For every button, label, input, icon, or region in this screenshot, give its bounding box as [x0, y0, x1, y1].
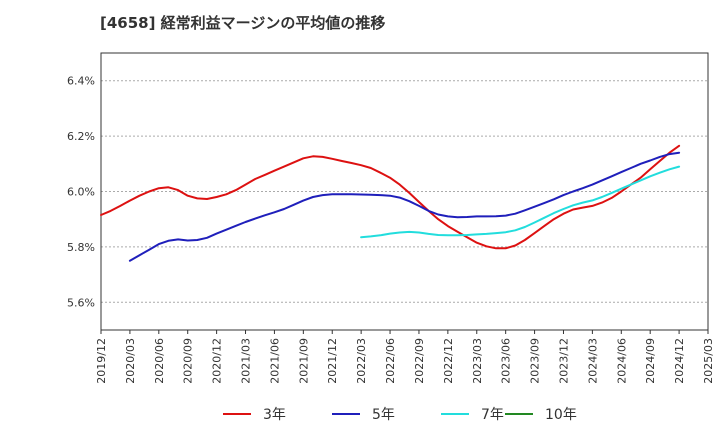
x-tick-label: 2021/09: [297, 338, 310, 384]
x-tick-label: 2024/12: [673, 338, 686, 384]
x-tick-label: 2022/12: [442, 338, 455, 384]
legend: 3年 5年 7年 10年: [223, 407, 577, 423]
x-tick-label: 2020/12: [211, 338, 224, 384]
legend-label: 10年: [545, 407, 577, 423]
y-tick-label: 6.2%: [67, 130, 95, 143]
series-line: [360, 165, 681, 239]
x-tick-label: 2024/06: [615, 338, 628, 384]
series-line: [100, 144, 681, 250]
x-tick-label: 2021/12: [326, 338, 339, 384]
y-tick-label: 5.6%: [67, 296, 95, 309]
series-line: [128, 151, 681, 262]
x-tick-label: 2024/03: [586, 338, 599, 384]
grid-lines: [101, 80, 708, 303]
chart-title: [4658] 経常利益マージンの平均値の推移: [100, 14, 386, 32]
y-tick-label: 5.8%: [67, 241, 95, 254]
x-tick-label: 2023/03: [471, 338, 484, 384]
x-axis-ticks: 2019/12 2020/03 2020/06 2020/09 2020/12 2021/…: [95, 330, 715, 384]
x-tick-label: 2022/03: [355, 338, 368, 384]
x-tick-label: 2023/09: [529, 338, 542, 384]
legend-label: 3年: [263, 407, 286, 423]
x-tick-label: 2023/06: [500, 338, 513, 384]
y-axis-ticks: 5.6% 5.8% 6.0% 6.2% 6.4%: [67, 75, 95, 310]
x-tick-label: 2022/06: [384, 338, 397, 384]
x-tick-label: 2022/09: [413, 338, 426, 384]
x-tick-label: 2021/03: [240, 338, 253, 384]
x-tick-label: 2025/03: [702, 338, 715, 384]
x-tick-label: 2021/06: [268, 338, 281, 384]
plot-area-border: [100, 52, 709, 331]
y-tick-label: 6.0%: [67, 186, 95, 199]
x-tick-label: 2024/09: [644, 338, 657, 384]
x-tick-label: 2023/12: [557, 338, 570, 384]
y-tick-label: 6.4%: [67, 75, 95, 88]
legend-label: 5年: [372, 407, 395, 423]
legend-label: 7年: [481, 407, 504, 423]
x-tick-label: 2020/09: [182, 338, 195, 384]
x-tick-label: 2020/06: [153, 338, 166, 384]
series-lines: [100, 144, 681, 262]
x-tick-label: 2019/12: [95, 338, 108, 384]
x-tick-label: 2020/03: [124, 338, 137, 384]
